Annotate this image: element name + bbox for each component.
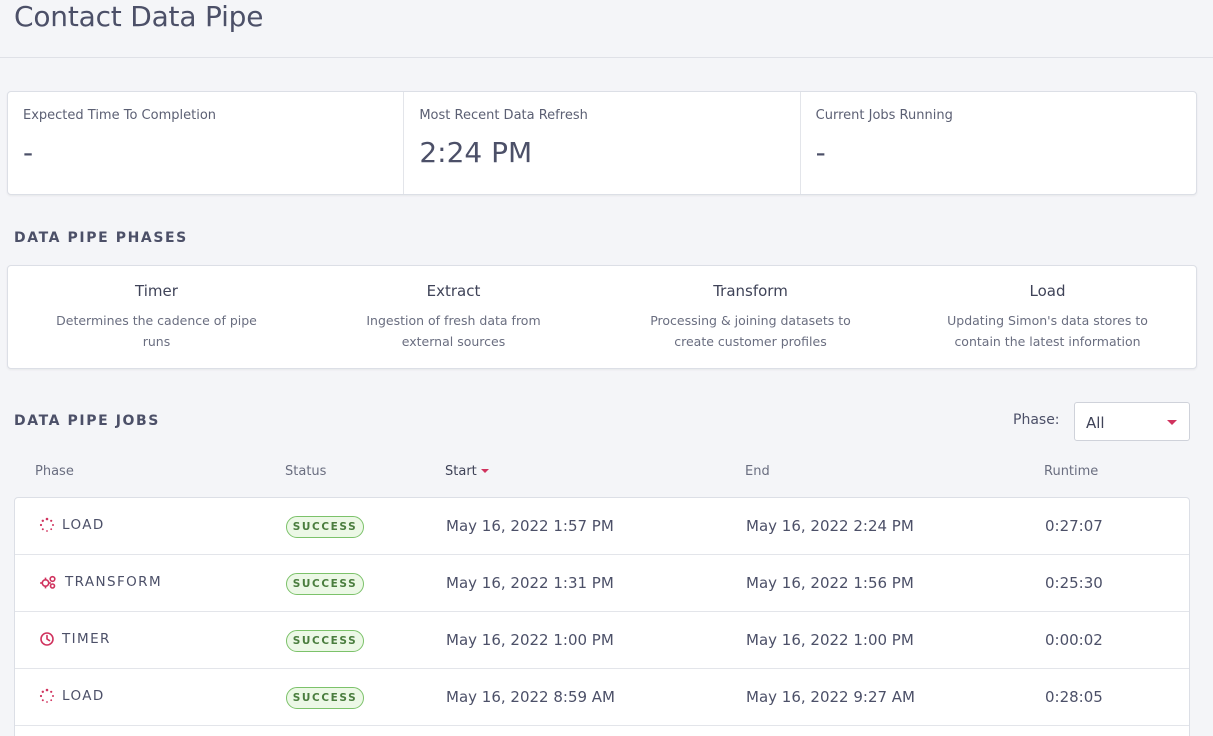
phase-title: Transform: [713, 282, 788, 300]
start-cell: May 16, 2022 1:57 PM: [446, 517, 614, 535]
page-header: Contact Data Pipe: [0, 0, 1213, 58]
start-cell: May 16, 2022 1:00 PM: [446, 631, 614, 649]
phase-cell: TIMER: [39, 631, 111, 647]
column-header-start[interactable]: Start: [445, 464, 489, 479]
stat-jobs-running: Current Jobs Running -: [801, 92, 1196, 194]
table-row[interactable]: TRANSFORM SUCCESS May 16, 2022 1:31 PM M…: [15, 555, 1189, 612]
phase-name: LOAD: [62, 688, 105, 704]
stat-value: -: [815, 136, 826, 169]
gears-icon: [40, 575, 56, 589]
table-row[interactable]: LOAD SUCCESS May 16, 2022 8:59 AM May 16…: [15, 669, 1189, 726]
end-cell: May 16, 2022 1:00 PM: [746, 631, 914, 649]
end-cell: May 16, 2022 9:27 AM: [746, 688, 915, 706]
phase-load: Load Updating Simon's data stores to con…: [899, 266, 1196, 368]
phase-transform: Transform Processing & joining datasets …: [602, 266, 899, 368]
phases-heading: DATA PIPE PHASES: [14, 230, 188, 246]
runtime-cell: 0:00:02: [1045, 631, 1103, 649]
chevron-down-icon: [1167, 420, 1177, 425]
jobs-table: LOAD SUCCESS May 16, 2022 1:57 PM May 16…: [14, 497, 1190, 736]
phase-title: Load: [1029, 282, 1066, 300]
phase-name: LOAD: [62, 517, 105, 533]
phase-description: Processing & joining datasets to create …: [650, 313, 851, 349]
phase-cell: LOAD: [39, 517, 105, 533]
end-cell: May 16, 2022 1:56 PM: [746, 574, 914, 592]
stats-card: Expected Time To Completion - Most Recen…: [7, 91, 1197, 195]
status-badge: SUCCESS: [286, 630, 364, 652]
runtime-cell: 0:27:07: [1045, 517, 1103, 535]
end-cell: May 16, 2022 2:24 PM: [746, 517, 914, 535]
load-spinner-icon: [39, 688, 54, 703]
stat-recent-refresh: Most Recent Data Refresh 2:24 PM: [404, 92, 801, 194]
runtime-cell: 0:25:30: [1045, 574, 1103, 592]
start-cell: May 16, 2022 8:59 AM: [446, 688, 615, 706]
page-title: Contact Data Pipe: [14, 0, 264, 33]
stat-label: Expected Time To Completion: [23, 108, 217, 123]
stat-value: -: [23, 136, 34, 169]
phase-title: Timer: [135, 282, 178, 300]
phase-timer: Timer Determines the cadence of pipe run…: [8, 266, 305, 368]
phase-description: Determines the cadence of pipe runs: [56, 313, 257, 349]
status-badge: SUCCESS: [286, 687, 364, 709]
phase-extract: Extract Ingestion of fresh data from ext…: [305, 266, 602, 368]
phase-filter-select[interactable]: All: [1074, 402, 1190, 441]
runtime-cell: 0:28:05: [1045, 688, 1103, 706]
phases-card: Timer Determines the cadence of pipe run…: [7, 265, 1197, 369]
jobs-heading: DATA PIPE JOBS: [14, 413, 160, 429]
status-badge: SUCCESS: [286, 573, 364, 595]
start-cell: May 16, 2022 1:31 PM: [446, 574, 614, 592]
column-header-phase[interactable]: Phase: [35, 464, 74, 479]
column-header-status[interactable]: Status: [285, 464, 327, 479]
table-row[interactable]: LOAD SUCCESS May 16, 2022 1:57 PM May 16…: [15, 498, 1189, 555]
stat-value: 2:24 PM: [419, 136, 533, 169]
column-header-end[interactable]: End: [745, 464, 770, 479]
load-spinner-icon: [39, 517, 54, 532]
phase-description: Updating Simon's data stores to contain …: [947, 313, 1148, 349]
sort-desc-icon: [480, 469, 489, 473]
phase-title: Extract: [426, 282, 481, 300]
phase-cell: TRANSFORM: [39, 574, 162, 590]
phase-name: TIMER: [62, 631, 111, 647]
stat-label: Current Jobs Running: [815, 108, 953, 123]
stat-expected-time: Expected Time To Completion -: [8, 92, 405, 194]
table-row[interactable]: TIMER SUCCESS May 16, 2022 1:00 PM May 1…: [15, 612, 1189, 669]
clock-icon: [40, 632, 54, 646]
column-header-start-label: Start: [445, 464, 477, 479]
phase-description: Ingestion of fresh data from external so…: [366, 313, 541, 349]
phase-filter-label: Phase:: [1013, 412, 1060, 428]
phase-cell: LOAD: [39, 688, 105, 704]
phase-name: TRANSFORM: [65, 574, 163, 590]
column-header-runtime[interactable]: Runtime: [1044, 464, 1099, 479]
stat-label: Most Recent Data Refresh: [419, 108, 588, 123]
phase-filter-value: All: [1086, 414, 1105, 432]
status-badge: SUCCESS: [286, 516, 364, 538]
